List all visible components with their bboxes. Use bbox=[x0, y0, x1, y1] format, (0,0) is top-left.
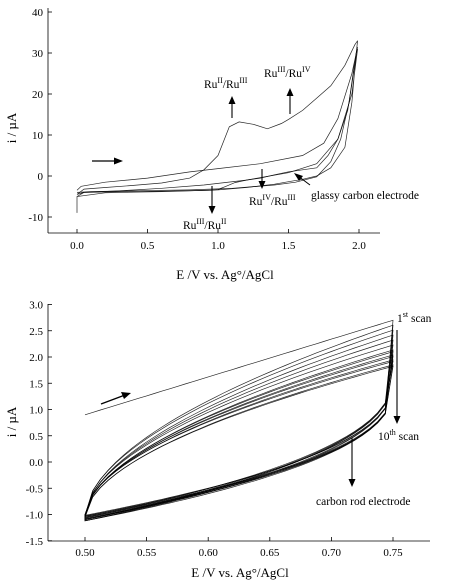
top-x-tick-label: 1.0 bbox=[211, 240, 225, 252]
bottom-cv-scan-4 bbox=[84, 334, 394, 518]
bottom-y-tick-label: 0.5 bbox=[29, 431, 43, 443]
arrowhead-glassy-carbon bbox=[294, 173, 303, 181]
top-cv-series-2 bbox=[76, 48, 358, 213]
top-cv-series-1 bbox=[76, 40, 358, 195]
bottom-y-tick-label: -0.5 bbox=[26, 483, 44, 495]
bottom-cv-scan-8 bbox=[84, 354, 394, 517]
bottom-cv-scan-3 bbox=[84, 329, 394, 519]
bottom-cv-scan-7 bbox=[84, 349, 394, 519]
scan-progress-arrowhead bbox=[393, 416, 401, 424]
top-x-axis-label: E /V vs. Ag°/AgCl bbox=[176, 267, 274, 282]
top-panel: -10 0 10 20 30 40 0.0 0.5 1.0 1.5 2.0 E /V vs. Ag… bbox=[4, 7, 419, 282]
bottom-x-tick-label: 0.55 bbox=[137, 547, 157, 559]
label-ru3-ru2: RuIII/RuII bbox=[183, 217, 227, 232]
bottom-y-tick-label: 2.5 bbox=[29, 326, 43, 338]
bottom-cv-scan-2 bbox=[84, 324, 394, 520]
bottom-panel: -1.5-1.0-0.50.00.51.01.52.02.53.0 0.50 0.… bbox=[4, 300, 432, 581]
top-y-axis-label: i / µA bbox=[4, 112, 19, 143]
top-x-tick-label: 0.0 bbox=[70, 240, 84, 252]
top-y-tick-label: 20 bbox=[32, 89, 44, 101]
label-first-scan: 1st scan bbox=[397, 310, 432, 325]
arrowhead-ru2-ru3 bbox=[228, 96, 236, 104]
arrowhead-ru4-ru3 bbox=[258, 181, 266, 189]
top-y-tick-label: 30 bbox=[32, 48, 44, 60]
bottom-cv-scan-overlap-7 bbox=[84, 351, 394, 518]
bottom-y-tick-label: 3.0 bbox=[29, 300, 43, 312]
label-carbon-rod-electrode: carbon rod electrode bbox=[316, 496, 411, 508]
bottom-y-tick-label: 2.0 bbox=[29, 352, 43, 364]
top-cv-series-3 bbox=[76, 46, 358, 193]
bottom-y-tick-label: 1.0 bbox=[29, 405, 43, 417]
bottom-y-tick-label: -1.5 bbox=[26, 536, 44, 548]
top-x-tick-label: 2.0 bbox=[352, 240, 366, 252]
bottom-cv-scan-overlap-8 bbox=[84, 356, 394, 516]
top-y-tick-label: 40 bbox=[32, 7, 44, 19]
scan-direction-arrow-bottom bbox=[100, 394, 126, 405]
bottom-x-tick-label: 0.50 bbox=[75, 547, 95, 559]
bottom-cv-scan-overlap-10 bbox=[84, 365, 394, 519]
bottom-cv-scan-6 bbox=[84, 344, 394, 520]
bottom-cv-scan-overlap-9 bbox=[84, 360, 394, 521]
bottom-y-axis-label: i / µA bbox=[4, 406, 19, 437]
bottom-x-ticks: 0.50 0.55 0.60 0.65 0.70 0.75 bbox=[75, 537, 403, 559]
bottom-y-tick-label: -1.0 bbox=[26, 510, 44, 522]
label-ru3-ru4: RuIII/RuIV bbox=[264, 65, 311, 80]
bottom-x-tick-label: 0.60 bbox=[199, 547, 219, 559]
top-x-tick-label: 1.5 bbox=[282, 240, 296, 252]
bottom-x-axis-label: E /V vs. Ag°/AgCl bbox=[191, 565, 289, 580]
bottom-y-tick-label: 0.0 bbox=[29, 457, 43, 469]
scan-direction-arrowhead-top bbox=[114, 157, 123, 165]
bottom-cv-scan-1 bbox=[84, 319, 394, 522]
bottom-x-tick-label: 0.75 bbox=[383, 547, 403, 559]
bottom-y-tick-label: 1.5 bbox=[29, 378, 43, 390]
arrowhead-ru3-ru2 bbox=[208, 206, 216, 214]
top-x-tick-label: 0.5 bbox=[141, 240, 155, 252]
top-cv-curves bbox=[76, 40, 358, 213]
label-ru4-ru3: RuIV/RuIII bbox=[249, 193, 296, 208]
label-glassy-carbon-electrode: glassy carbon electrode bbox=[311, 190, 419, 202]
top-y-tick-label: 10 bbox=[32, 130, 44, 142]
top-y-ticks: -10 0 10 20 30 40 bbox=[28, 7, 52, 224]
top-x-ticks: 0.0 0.5 1.0 1.5 2.0 bbox=[70, 229, 366, 252]
bottom-cv-curves bbox=[84, 319, 394, 522]
scan-direction-arrowhead-bottom bbox=[121, 392, 131, 399]
bottom-y-ticks: -1.5 -1.0 -0.5 0.0 0.5 1.0 1.5 2.0 2.5 3.0 bbox=[26, 300, 52, 548]
label-ru2-ru3: RuII/RuIII bbox=[204, 76, 248, 91]
top-y-tick-label: -10 bbox=[28, 212, 43, 224]
top-y-tick-label: 0 bbox=[38, 171, 44, 183]
arrowhead-ru3-ru4 bbox=[286, 88, 294, 96]
electrode-arrowhead bbox=[348, 479, 356, 487]
bottom-x-tick-label: 0.70 bbox=[322, 547, 342, 559]
label-tenth-scan: 10th scan bbox=[378, 428, 419, 443]
bottom-x-tick-label: 0.65 bbox=[260, 547, 280, 559]
